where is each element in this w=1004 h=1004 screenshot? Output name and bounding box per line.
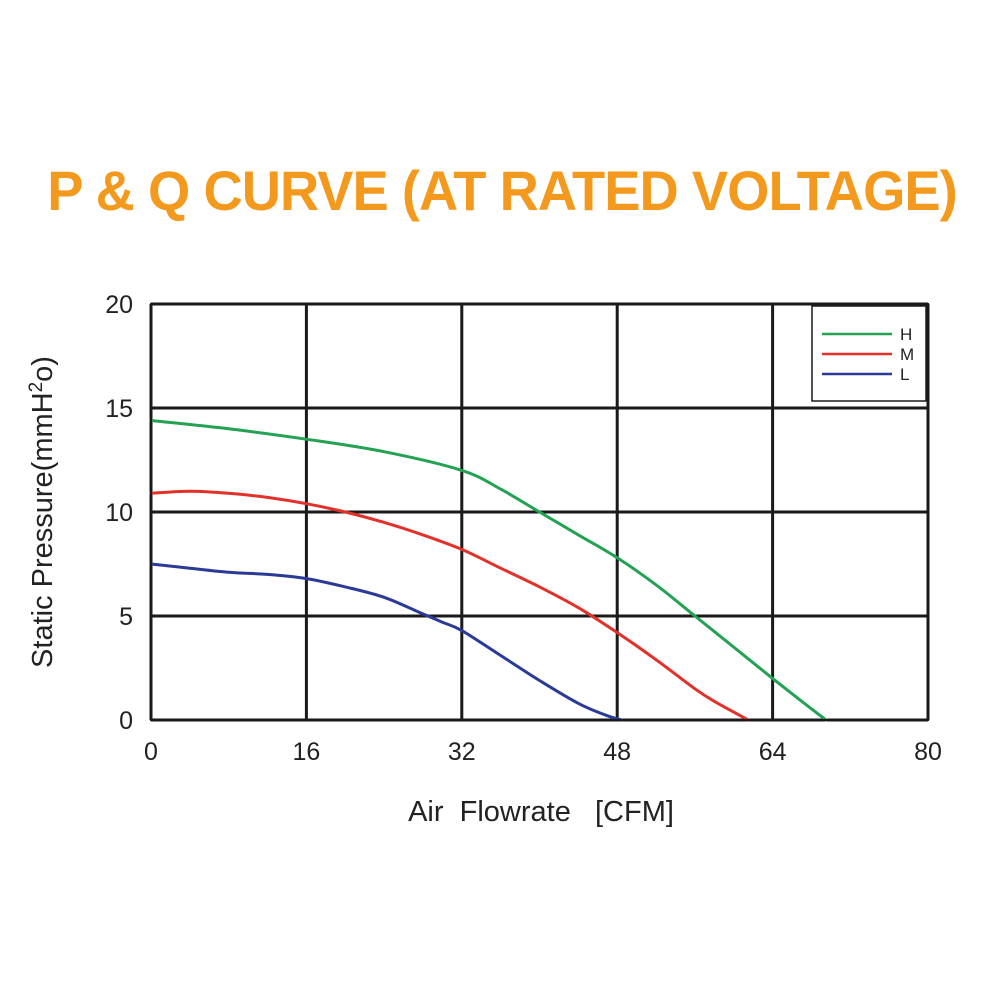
plot-frame — [150, 303, 929, 721]
x-tick-label: 32 — [448, 738, 476, 766]
series-line-M — [149, 489, 750, 722]
legend-label-L: L — [900, 365, 909, 384]
series-line-H — [149, 419, 828, 722]
legend: HML — [811, 305, 927, 402]
y-tick-label: 15 — [105, 395, 133, 423]
y-axis-label-end: o) — [27, 356, 59, 382]
legend-label-H: H — [900, 325, 912, 344]
x-tick-labels: 0 16 32 48 64 80 — [144, 738, 942, 766]
y-tick-labels: 0 5 10 15 20 — [105, 291, 133, 735]
y-axis-label: Static Pressure(mmH2o) — [26, 356, 59, 668]
series-lines — [149, 419, 828, 722]
y-tick-label: 10 — [105, 499, 133, 527]
x-tick-label: 80 — [914, 738, 942, 766]
x-tick-label: 16 — [292, 738, 320, 766]
x-tick-label: 0 — [144, 738, 158, 766]
x-tick-label: 64 — [759, 738, 787, 766]
y-tick-label: 0 — [119, 707, 133, 735]
chart-title: P & Q CURVE (AT RATED VOLTAGE) — [47, 159, 957, 222]
legend-label-M: M — [900, 345, 914, 364]
x-axis-label: Air Flowrate [CFM] — [408, 796, 674, 828]
y-axis-label-sup: 2 — [26, 382, 47, 393]
y-axis-label-main: Static Pressure(mmH — [27, 392, 59, 668]
y-tick-label: 20 — [105, 291, 133, 319]
y-tick-label: 5 — [119, 603, 133, 631]
series-line-L — [149, 562, 624, 722]
x-tick-label: 48 — [603, 738, 631, 766]
